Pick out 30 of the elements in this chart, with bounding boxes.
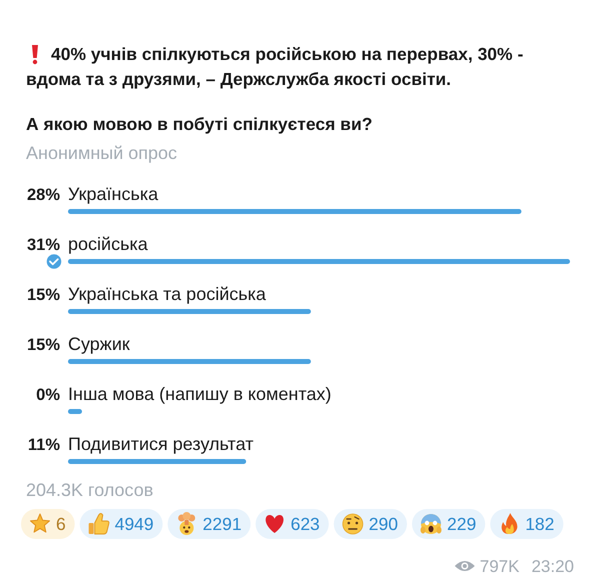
text: 4949 bbox=[114, 514, 154, 534]
text: Анонимный опрос bbox=[26, 143, 178, 163]
data-label: 15% bbox=[26, 286, 60, 304]
y-tick-label: Суржик bbox=[68, 334, 130, 354]
text: 797K bbox=[480, 557, 520, 576]
bar bbox=[68, 309, 311, 314]
data-label: 31% bbox=[26, 236, 60, 254]
data-label: 15% bbox=[26, 336, 60, 354]
text: 204.3K голосов bbox=[26, 480, 154, 500]
text: 290 bbox=[368, 514, 398, 534]
text: 23:20 bbox=[531, 557, 574, 576]
text: 229 bbox=[446, 514, 476, 534]
bar bbox=[68, 209, 522, 214]
text: 2291 bbox=[202, 514, 242, 534]
y-tick-label: Українська та російська bbox=[68, 284, 267, 304]
bar bbox=[68, 359, 311, 364]
data-label: 0% bbox=[36, 386, 60, 404]
data-label: 28% bbox=[26, 186, 60, 204]
bar bbox=[68, 259, 570, 264]
data-label: 11% bbox=[28, 436, 60, 454]
text: 182 bbox=[525, 514, 554, 534]
y-tick-label: російська bbox=[68, 234, 149, 254]
y-tick-label: Українська bbox=[68, 184, 160, 204]
text: 6 bbox=[56, 514, 66, 534]
chart-subtitle: А якою мовою в побуті спілкуєтеся ви? bbox=[26, 114, 372, 134]
bar bbox=[68, 459, 246, 464]
chart-title: 40% учнів спілкуються російською на перервах, 30% - вдома та з друзями, – Держслужба якості освіти. bbox=[26, 44, 524, 89]
y-tick-label: Інша мова (напишу в коментах) bbox=[68, 384, 332, 404]
text: 623 bbox=[290, 514, 320, 534]
y-tick-label: Подивитися результат bbox=[68, 434, 254, 454]
